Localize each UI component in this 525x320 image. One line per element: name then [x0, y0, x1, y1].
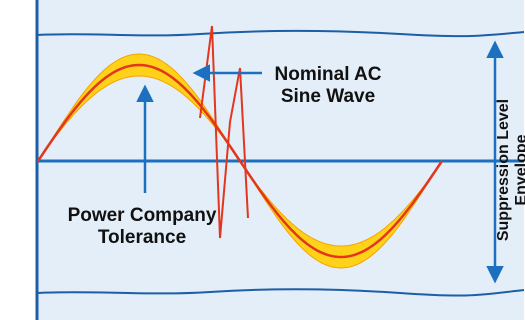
envelope-label-line1: Suppression Level — [495, 98, 512, 242]
nominal-label: Nominal AC Sine Wave — [262, 64, 394, 108]
nominal-label-line2: Sine Wave — [280, 86, 376, 107]
transient-spike — [199, 25, 249, 239]
nominal-label-line1: Nominal AC — [274, 64, 382, 85]
tolerance-label-line2: Tolerance — [97, 227, 187, 248]
sine-wave-curve — [36, 63, 444, 259]
tolerance-label: Power Company Tolerance — [52, 205, 232, 249]
envelope-label: Suppression Level Envelope — [495, 85, 525, 255]
envelope-bottom-boundary — [36, 288, 525, 297]
tolerance-label-line1: Power Company — [67, 205, 217, 226]
envelope-top-boundary — [36, 30, 525, 38]
envelope-label-line2: Envelope — [513, 134, 525, 206]
